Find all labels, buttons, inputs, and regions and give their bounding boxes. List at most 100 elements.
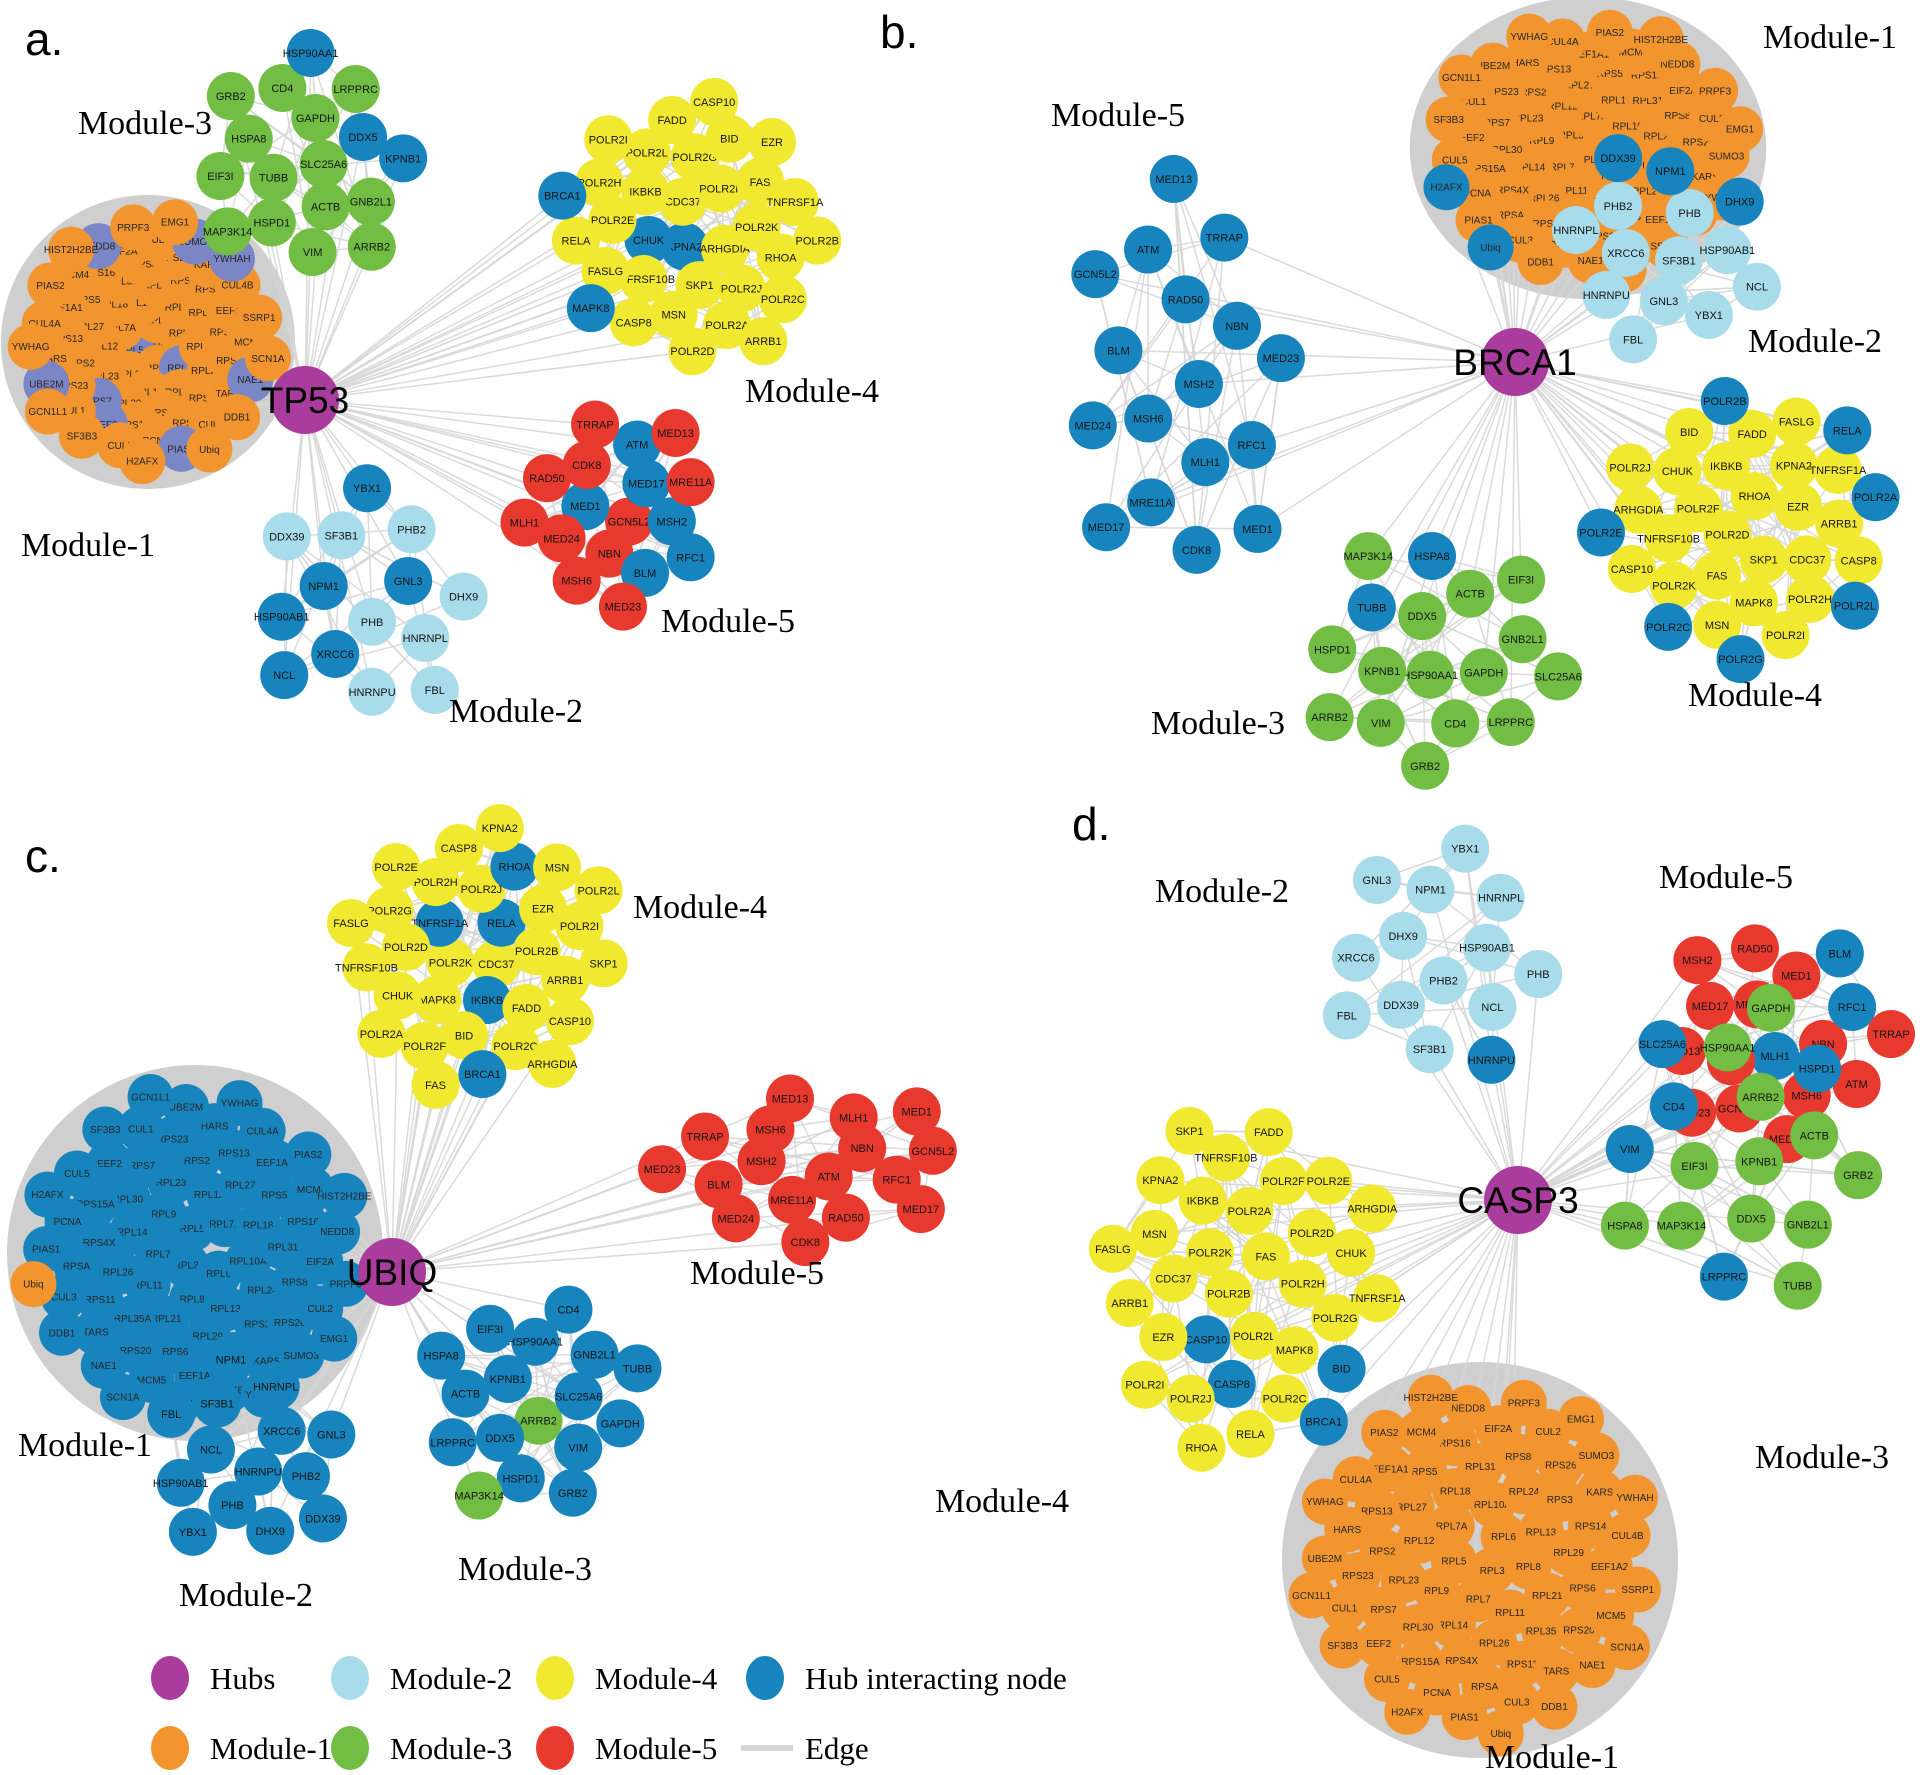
node-polr2a[interactable] (357, 1009, 406, 1058)
node-hnrnpu[interactable] (234, 1447, 283, 1496)
node-map3k14[interactable] (1657, 1201, 1706, 1250)
node-ddx5[interactable] (1727, 1194, 1776, 1243)
node-ube2m[interactable] (163, 1083, 210, 1130)
node-nae1[interactable] (1569, 1641, 1616, 1688)
node-dhx9[interactable] (1715, 177, 1764, 226)
node-cdc37[interactable] (1149, 1254, 1198, 1303)
node-hnrnpu[interactable] (1467, 1035, 1516, 1084)
node-ddx39[interactable] (1594, 134, 1643, 183)
node-hsp90ab1[interactable] (1703, 226, 1752, 275)
node-hnrnpl[interactable] (1476, 873, 1525, 922)
node-polr2i[interactable] (584, 115, 633, 164)
node-med23[interactable] (598, 582, 647, 631)
node-polr2c[interactable] (491, 1022, 540, 1071)
node-lrpprc[interactable] (331, 64, 380, 113)
node-msh6[interactable] (552, 556, 601, 605)
node-rela[interactable] (551, 216, 600, 265)
node-polr2h[interactable] (575, 158, 624, 207)
node-ddx5[interactable] (339, 112, 388, 161)
node-rfc1[interactable] (1828, 982, 1877, 1031)
node-grb2[interactable] (548, 1468, 597, 1517)
node-rpl35a[interactable] (1521, 1607, 1568, 1654)
hub-node-tp53[interactable] (271, 366, 339, 434)
node-hist2h2be[interactable] (48, 226, 95, 273)
node-h2afx[interactable] (24, 1171, 71, 1218)
node-phb2[interactable] (1419, 956, 1468, 1005)
node-arhgdia[interactable] (528, 1039, 577, 1088)
node-ezr[interactable] (1774, 482, 1823, 531)
node-atm[interactable] (804, 1152, 853, 1201)
node-polr2l[interactable] (1230, 1311, 1279, 1360)
node-med13[interactable] (766, 1074, 815, 1123)
node-dhx9[interactable] (1379, 911, 1428, 960)
node-polr2i[interactable] (555, 902, 604, 951)
node-polr2c[interactable] (758, 275, 807, 324)
node-kpnb1[interactable] (1735, 1137, 1784, 1186)
node-pias2[interactable] (285, 1131, 332, 1178)
node-med24[interactable] (537, 514, 586, 563)
node-ddb1[interactable] (1531, 1683, 1578, 1730)
node-polr2f[interactable] (1259, 1157, 1308, 1206)
node-ddx5[interactable] (1398, 592, 1447, 641)
node-tnfrsf10b[interactable] (619, 255, 668, 304)
node-polr2l[interactable] (622, 128, 671, 177)
node-tnfrsf1a[interactable] (1813, 445, 1862, 494)
node-ncl[interactable] (186, 1425, 235, 1474)
node-polr2d[interactable] (668, 327, 717, 376)
node-polr2k[interactable] (1186, 1228, 1235, 1277)
node-hnrnpu[interactable] (348, 667, 397, 716)
node-h2afx[interactable] (1423, 164, 1470, 211)
node-eif3i[interactable] (466, 1304, 515, 1353)
node-rpl14[interactable] (1429, 1601, 1476, 1648)
node-xrcc6[interactable] (1601, 229, 1650, 278)
node-gcn1l1[interactable] (24, 388, 71, 435)
hub-node-brca1[interactable] (1481, 328, 1549, 396)
node-sf3b3[interactable] (1319, 1622, 1366, 1669)
node-blm[interactable] (1815, 929, 1864, 978)
node-dhx9[interactable] (246, 1506, 295, 1555)
node-cdk8[interactable] (562, 440, 611, 489)
node-ywhag[interactable] (7, 323, 54, 370)
node-rela[interactable] (1823, 406, 1872, 455)
node-polr2h[interactable] (411, 858, 460, 907)
node-hnrnpu[interactable] (1582, 270, 1631, 319)
node-gcn1l1[interactable] (127, 1073, 174, 1120)
node-mapk8[interactable] (566, 284, 615, 333)
node-chuk[interactable] (1653, 447, 1702, 496)
node-ikbkb[interactable] (462, 976, 511, 1025)
node-cd4[interactable] (258, 64, 307, 113)
node-ddx5[interactable] (476, 1413, 525, 1462)
node-polr2k[interactable] (1649, 561, 1698, 610)
node-ncl[interactable] (260, 651, 309, 700)
node-mapk8[interactable] (1270, 1326, 1319, 1375)
node-gnb2l1[interactable] (346, 177, 395, 226)
node-sf3b3[interactable] (58, 412, 105, 459)
node-rhoa[interactable] (1177, 1423, 1226, 1472)
node-ezr[interactable] (1139, 1312, 1188, 1361)
node-pias2[interactable] (1361, 1409, 1408, 1456)
node-vim[interactable] (1356, 698, 1405, 747)
node-polr2j[interactable] (1606, 443, 1655, 492)
node-npm1[interactable] (1406, 865, 1455, 914)
node-scn1a[interactable] (244, 335, 291, 382)
node-hnrnpl[interactable] (251, 1362, 300, 1411)
node-polr2a[interactable] (703, 301, 752, 350)
node-ncl[interactable] (1732, 262, 1781, 311)
node-hspa8[interactable] (224, 114, 273, 163)
node-phb2[interactable] (1594, 181, 1643, 230)
node-cdc37[interactable] (472, 939, 521, 988)
node-gnb2l1[interactable] (570, 1330, 619, 1379)
node-sf3b1[interactable] (1405, 1025, 1454, 1074)
node-ubiq[interactable] (10, 1261, 57, 1308)
node-faslg[interactable] (326, 899, 375, 948)
node-tnfrsf1a[interactable] (1353, 1274, 1402, 1323)
node-mlh1[interactable] (829, 1093, 878, 1142)
hub-node-ubiq[interactable] (358, 1238, 426, 1306)
node-polr2j[interactable] (717, 264, 766, 313)
node-polr2a[interactable] (1225, 1186, 1274, 1235)
node-polr2e[interactable] (1304, 1156, 1353, 1205)
node-blm[interactable] (1094, 326, 1143, 375)
node-fas[interactable] (736, 157, 785, 206)
node-msh2[interactable] (647, 497, 696, 546)
node-kpnb1[interactable] (379, 134, 428, 183)
